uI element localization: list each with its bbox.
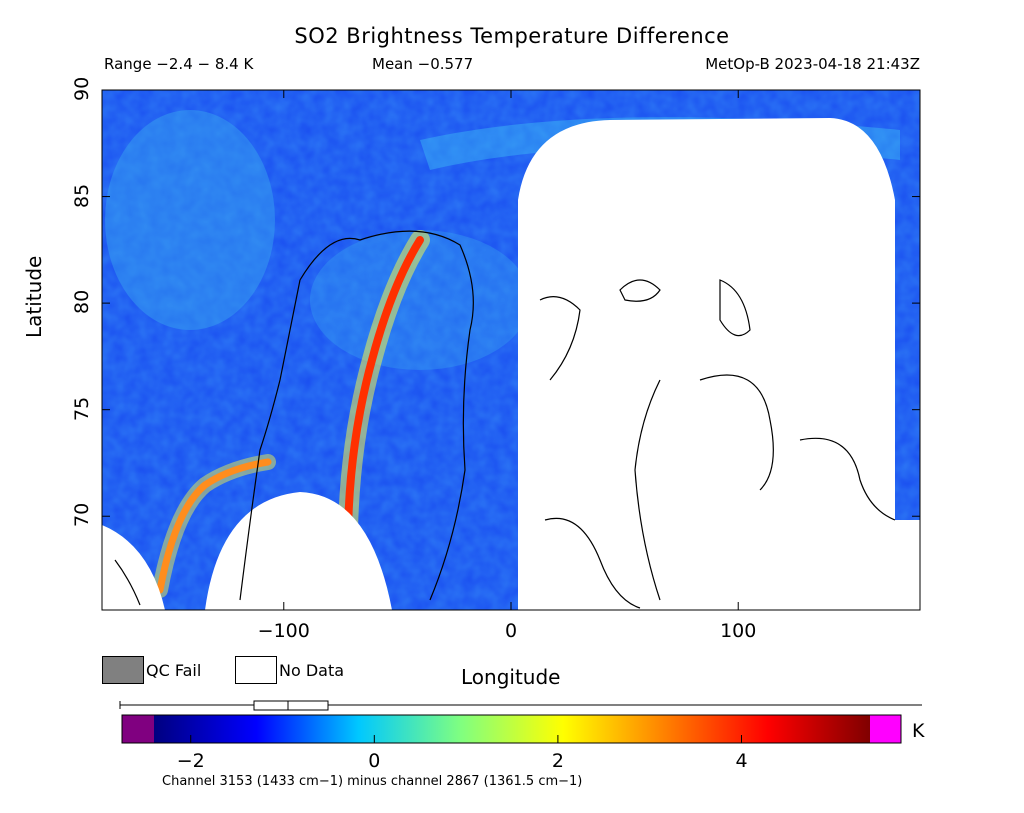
y-tick-label: 90 <box>71 76 93 101</box>
y-tick-label: 75 <box>71 396 93 421</box>
x-tick-label: −100 <box>257 620 310 642</box>
mean-readout: Mean −0.577 <box>372 55 474 73</box>
source-timestamp: MetOp-B 2023-04-18 21:43Z <box>705 55 920 73</box>
no-data-region-far-east <box>895 520 920 610</box>
colorbar-gradient <box>154 715 870 743</box>
x-tick-label: 0 <box>504 620 518 642</box>
so2-plume-central <box>344 236 424 534</box>
swath-overlap-region <box>310 230 530 370</box>
no-data-region-east <box>518 118 895 610</box>
plot-area <box>102 90 920 610</box>
y-tick-label: 80 <box>71 289 93 315</box>
no-data-region-west <box>102 525 165 610</box>
colorbar-under-swatch <box>122 715 154 743</box>
qc-fail-swatch <box>102 656 144 684</box>
y-axis-label: Latitude <box>22 255 46 338</box>
colorbar-tick-label: 2 <box>551 750 564 772</box>
colorbar <box>119 700 922 744</box>
colorbar-ticks <box>190 735 742 743</box>
colorbar-unit: K <box>912 720 925 742</box>
swath-overlap-region <box>105 110 275 330</box>
no-data-region-central <box>205 492 392 610</box>
colorbar-over-swatch <box>870 715 901 743</box>
no-data-swatch <box>235 656 277 684</box>
colorbar-tick-label: 4 <box>735 750 748 772</box>
range-readout: Range −2.4 − 8.4 K <box>104 55 254 73</box>
coastlines <box>114 230 896 609</box>
so2-plume-west-halo <box>152 454 276 598</box>
x-tick-label: 100 <box>720 620 757 642</box>
no-data-label: No Data <box>279 661 345 680</box>
y-tick-label: 70 <box>71 503 93 528</box>
so2-plume-west <box>156 458 272 594</box>
y-axis-ticks <box>102 89 920 517</box>
chart-title: SO2 Brightness Temperature Difference <box>294 24 730 48</box>
colorbar-frame <box>121 714 902 744</box>
x-axis-label: Longitude <box>461 665 561 689</box>
colorbar-range-box <box>253 700 329 711</box>
x-axis-ticks <box>283 90 739 610</box>
y-tick-label: 85 <box>71 183 93 208</box>
colorbar-tick-label: 0 <box>368 750 381 772</box>
channel-footnote: Channel 3153 (1433 cm−1) minus channel 2… <box>162 774 583 789</box>
qc-fail-label: QC Fail <box>146 661 202 680</box>
colorbar-tick-label: −2 <box>176 750 205 772</box>
